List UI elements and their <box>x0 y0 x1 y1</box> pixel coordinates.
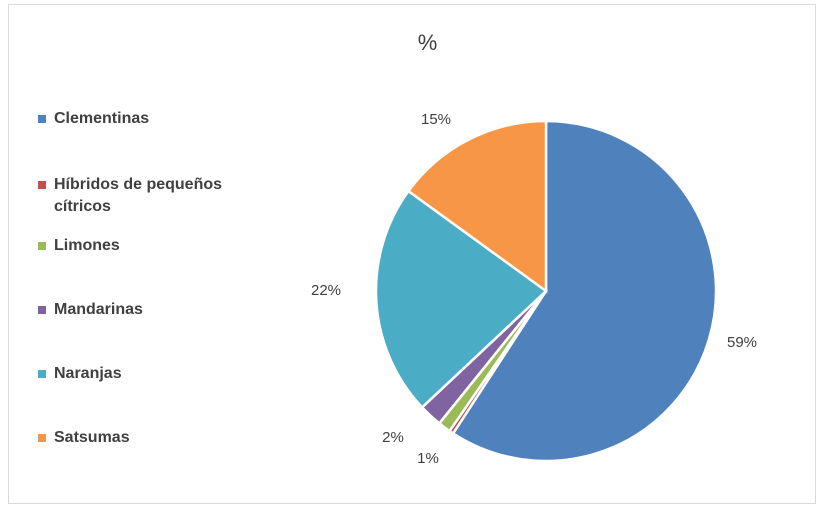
pie-slice-satsumas <box>406 119 548 294</box>
legend-label: Clementinas <box>54 110 150 127</box>
legend-label: Limones <box>54 237 120 254</box>
pie-slice-clementinas <box>451 119 718 463</box>
legend-item-limones: Limones <box>38 235 274 257</box>
legend-swatch <box>38 242 46 250</box>
data-label: 59% <box>727 334 757 351</box>
data-label: 22% <box>311 282 341 299</box>
legend-item-satsumas: Satsumas <box>38 427 274 449</box>
legend-swatch <box>38 306 46 314</box>
data-label: 15% <box>421 111 451 128</box>
legend-label: Mandarinas <box>54 301 143 318</box>
legend-label: Satsumas <box>54 429 130 446</box>
legend-swatch <box>38 434 46 442</box>
legend-swatch <box>38 370 46 378</box>
pie-slice-naranjas <box>374 189 548 410</box>
legend-swatch <box>38 181 46 189</box>
data-label: 1% <box>417 450 439 467</box>
legend-item-mandarinas: Mandarinas <box>38 299 274 321</box>
legend-label: Híbridos de pequeños cítricos <box>54 176 223 215</box>
legend-swatch <box>38 115 46 123</box>
chart-legend: Clementinas Híbridos de pequeños cítrico… <box>38 0 298 500</box>
data-label: 2% <box>382 429 404 446</box>
legend-item-naranjas: Naranjas <box>38 363 274 385</box>
chart-title: % <box>417 30 438 55</box>
legend-item-hibridos: Híbridos de pequeños cítricos <box>38 174 244 218</box>
legend-item-clementinas: Clementinas <box>38 108 274 130</box>
legend-label: Naranjas <box>54 365 122 382</box>
